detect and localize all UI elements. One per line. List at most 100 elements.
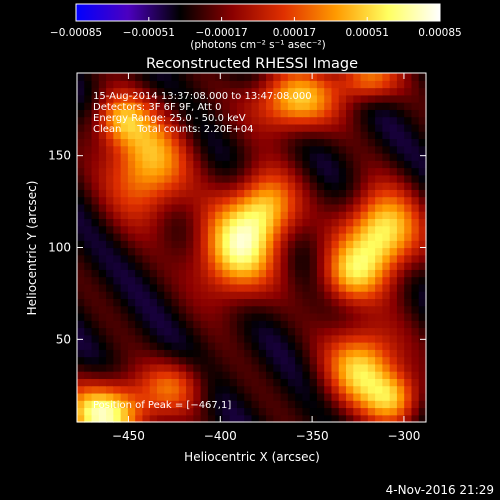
heatmap-cell [84, 269, 93, 278]
heatmap-cell [77, 167, 85, 176]
heatmap-cell [229, 109, 238, 118]
heatmap-cell [98, 363, 107, 372]
heatmap-cell [186, 356, 194, 365]
heatmap-cell [287, 334, 296, 343]
heatmap-cell [193, 73, 202, 81]
heatmap-cell [418, 87, 427, 96]
heatmap-cell [186, 276, 194, 285]
heatmap-cell [295, 283, 303, 292]
heatmap-cell [273, 123, 282, 132]
heatmap-cell [266, 123, 274, 132]
heatmap-cell [287, 262, 296, 270]
heatmap-cell [222, 283, 231, 292]
heatmap-cell [156, 152, 165, 161]
heatmap-cell [244, 400, 253, 409]
heatmap-cell [244, 131, 253, 140]
heatmap-cell [258, 385, 267, 394]
heatmap-cell [331, 167, 340, 176]
heatmap-cell [273, 356, 282, 365]
heatmap-image [77, 73, 427, 423]
heatmap-cell [404, 247, 413, 256]
heatmap-cell [302, 283, 311, 292]
heatmap-cell [106, 123, 114, 132]
heatmap-cell [135, 73, 144, 81]
heatmap-cell [120, 218, 129, 227]
heatmap-cell [91, 400, 100, 409]
heatmap-cell [338, 407, 347, 416]
heatmap-cell [91, 378, 100, 387]
heatmap-cell [302, 174, 311, 183]
x-tick-label: −300 [387, 429, 420, 443]
heatmap-cell [98, 371, 107, 379]
heatmap-cell [149, 116, 158, 125]
heatmap-cell [186, 145, 194, 154]
heatmap-cell [222, 298, 231, 307]
heatmap-cell [302, 363, 311, 372]
heatmap-cell [178, 334, 187, 343]
heatmap-cell [302, 407, 311, 416]
heatmap-cell [280, 385, 289, 394]
heatmap-cell [77, 102, 85, 110]
heatmap-cell [295, 298, 303, 307]
heatmap-cell [367, 240, 376, 249]
heatmap-cell [236, 116, 245, 125]
heatmap-cell [186, 327, 194, 336]
heatmap-cell [404, 73, 413, 81]
heatmap-cell [215, 363, 224, 372]
heatmap-cell [302, 371, 311, 379]
heatmap-cell [389, 218, 398, 227]
heatmap-cell [171, 254, 180, 263]
heatmap-cell [135, 262, 144, 270]
heatmap-cell [295, 218, 303, 227]
heatmap-cell [135, 269, 144, 278]
heatmap-cell [120, 305, 129, 314]
heatmap-cell [316, 400, 325, 409]
heatmap-cell [222, 189, 231, 198]
heatmap-cell [156, 196, 165, 205]
heatmap-cell [229, 400, 238, 409]
heatmap-cell [164, 232, 173, 241]
heatmap-cell [302, 138, 311, 147]
heatmap-cell [186, 407, 194, 416]
heatmap-cell [120, 356, 129, 365]
heatmap-cell [127, 211, 136, 220]
heatmap-cell [367, 218, 376, 227]
heatmap-cell [229, 407, 238, 416]
heatmap-cell [106, 247, 114, 256]
heatmap-cell [360, 283, 369, 292]
heatmap-cell [142, 414, 151, 423]
heatmap-cell [149, 312, 158, 321]
heatmap-cell [404, 356, 413, 365]
heatmap-cell [302, 167, 311, 176]
heatmap-cell [287, 138, 296, 147]
heatmap-cell [346, 334, 354, 343]
heatmap-cell [193, 138, 202, 147]
heatmap-cell [396, 312, 405, 321]
heatmap-cell [367, 400, 376, 409]
heatmap-cell [164, 73, 173, 81]
heatmap-cell [91, 211, 100, 220]
heatmap-cell [244, 203, 253, 212]
heatmap-cell [171, 167, 180, 176]
heatmap-cell [149, 349, 158, 358]
heatmap-cell [418, 116, 427, 125]
heatmap-cell [280, 138, 289, 147]
heatmap-cell [135, 189, 144, 198]
heatmap-cell [287, 392, 296, 401]
heatmap-cell [316, 305, 325, 314]
heatmap-cell [106, 320, 114, 329]
heatmap-cell [418, 254, 427, 263]
heatmap-cell [266, 232, 274, 241]
heatmap-cell [389, 145, 398, 154]
heatmap-cell [178, 378, 187, 387]
heatmap-cell [186, 305, 194, 314]
heatmap-cell [396, 174, 405, 183]
heatmap-cell [77, 174, 85, 183]
heatmap-cell [207, 254, 216, 263]
heatmap-cell [411, 298, 420, 307]
heatmap-cell [411, 276, 420, 285]
heatmap-cell [273, 276, 282, 285]
heatmap-cell [266, 109, 274, 118]
heatmap-cell [382, 87, 391, 96]
heatmap-cell [389, 131, 398, 140]
